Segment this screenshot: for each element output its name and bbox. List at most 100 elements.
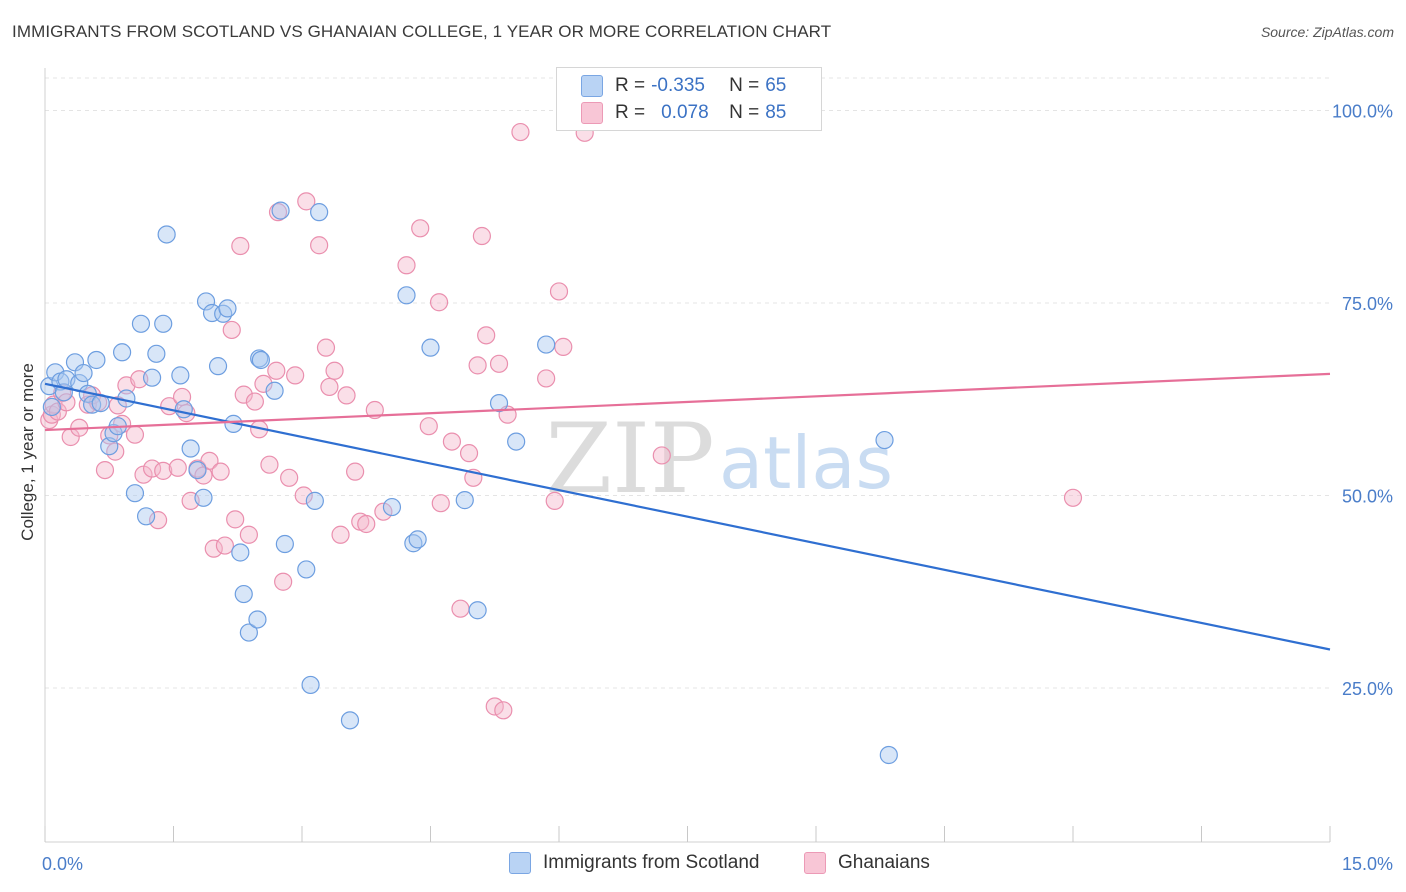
legend-r-label: R =: [615, 102, 646, 123]
point-ghana: [537, 369, 556, 388]
point-ghana: [148, 511, 168, 530]
watermark: ZIP atlas: [545, 403, 893, 515]
point-ghana: [245, 392, 264, 411]
legend-r-value: 0.078: [661, 102, 709, 123]
legend-n-label: N =: [729, 75, 760, 96]
point-scotland: [218, 299, 237, 318]
point-ghana: [286, 366, 305, 385]
point-ghana: [365, 400, 384, 420]
point-ghana: [234, 385, 253, 404]
legend-n-value: 65: [765, 75, 787, 96]
point-ghana: [95, 460, 115, 480]
point-ghana: [419, 417, 438, 436]
point-ghana: [320, 377, 339, 397]
point-scotland: [208, 357, 228, 376]
point-scotland: [239, 623, 258, 642]
point-scotland: [382, 497, 402, 517]
point-ghana: [1063, 488, 1083, 507]
point-ghana: [226, 510, 245, 529]
point-scotland: [147, 344, 166, 363]
legend-swatch-scotland: [509, 852, 531, 874]
point-scotland: [74, 363, 93, 383]
y-tick-label: 50.0%: [1342, 487, 1393, 507]
point-ghana: [554, 337, 573, 356]
point-ghana: [142, 459, 162, 478]
point-scotland: [455, 491, 474, 510]
trend-line-scotland: [44, 382, 1331, 651]
point-scotland: [408, 530, 427, 549]
point-scotland: [879, 745, 898, 765]
watermark-atlas: atlas: [719, 421, 893, 505]
point-scotland: [171, 366, 190, 385]
point-scotland: [87, 350, 106, 370]
point-ghana: [125, 425, 145, 444]
y-tick-label: 100.0%: [1332, 102, 1393, 122]
point-scotland: [154, 314, 173, 333]
point-scotland: [468, 601, 487, 620]
point-ghana: [442, 432, 462, 451]
legend-swatch-ghana: [804, 852, 826, 874]
point-scotland: [421, 338, 440, 357]
point-ghana: [337, 386, 356, 405]
point-scotland: [301, 675, 320, 695]
point-scotland: [196, 292, 216, 311]
point-ghana: [260, 455, 279, 474]
point-scotland: [188, 460, 207, 480]
axes: [44, 68, 1331, 843]
point-ghana: [215, 536, 234, 555]
legend-swatch-scotland: [581, 75, 603, 97]
point-ghana: [545, 491, 564, 510]
point-ghana: [294, 486, 313, 505]
point-ghana: [154, 461, 173, 480]
legend-row-ghana: R = 0.078 N = 85: [581, 101, 786, 125]
point-scotland: [46, 363, 65, 382]
point-ghana: [168, 458, 187, 477]
chart-title: IMMIGRANTS FROM SCOTLAND VS GHANAIAN COL…: [12, 22, 832, 41]
point-ghana: [397, 256, 416, 275]
point-ghana: [374, 502, 393, 521]
point-ghana: [280, 468, 299, 487]
point-scotland: [305, 491, 324, 510]
x-tick-label: 15.0%: [1342, 854, 1393, 874]
point-ghana: [267, 361, 286, 380]
point-scotland: [310, 203, 329, 222]
series-legend: Immigrants from Scotland Ghanaians: [0, 852, 1406, 876]
legend-n-value: 85: [765, 102, 787, 123]
point-scotland: [174, 400, 193, 419]
point-ghana: [211, 462, 230, 481]
trend-lines: [44, 372, 1331, 651]
point-ghana: [331, 525, 350, 544]
legend-item-ghana: Ghanaians: [804, 852, 930, 874]
point-ghana: [511, 122, 530, 142]
point-scotland: [42, 397, 61, 417]
point-ghana: [310, 236, 329, 255]
point-scotland: [112, 343, 132, 362]
point-scotland: [194, 488, 213, 507]
point-scotland: [131, 314, 151, 333]
point-scotland: [537, 335, 556, 354]
point-ghana: [485, 697, 504, 716]
legend-label-ghana: Ghanaians: [838, 852, 930, 873]
point-scotland: [251, 350, 270, 370]
legend-swatch-ghana: [581, 102, 603, 124]
point-ghana: [652, 446, 671, 465]
point-scotland: [397, 286, 416, 305]
point-ghana: [451, 599, 470, 618]
point-ghana: [346, 462, 365, 481]
point-scotland: [248, 610, 267, 629]
point-scotland: [271, 201, 290, 220]
point-ghana: [429, 293, 449, 312]
point-scotland: [340, 711, 360, 730]
point-scotland: [181, 439, 200, 458]
watermark-zip: ZIP: [545, 403, 714, 515]
point-scotland: [142, 368, 162, 387]
point-scotland: [489, 394, 509, 413]
point-ghana: [254, 374, 273, 393]
point-ghana: [297, 192, 316, 211]
point-scotland: [265, 381, 284, 400]
point-scotland: [297, 560, 316, 579]
legend-row-scotland: R = -0.335 N = 65: [581, 74, 786, 98]
legend-item-scotland: Immigrants from Scotland: [509, 852, 759, 874]
point-ghana: [472, 226, 491, 246]
